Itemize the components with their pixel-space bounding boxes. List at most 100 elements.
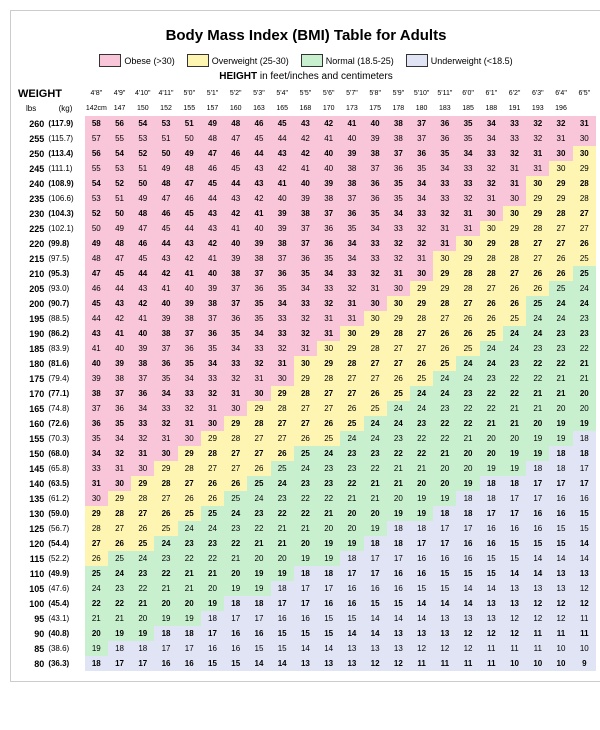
bmi-cell: 20 [456,446,479,461]
bmi-cell: 28 [201,446,224,461]
bmi-cell: 25 [247,476,270,491]
bmi-cell: 14 [340,626,363,641]
weight-kg: (36.3) [46,656,84,671]
bmi-cell: 14 [410,596,433,611]
bmi-cell: 17 [224,611,247,626]
bmi-cell: 20 [480,431,503,446]
bmi-cell: 17 [340,566,363,581]
bmi-cell: 37 [201,311,224,326]
bmi-cell: 42 [247,191,270,206]
bmi-cell: 14 [549,551,572,566]
bmi-cell: 49 [154,161,177,176]
bmi-cell: 14 [456,596,479,611]
bmi-cell: 21 [247,536,270,551]
bmi-cell: 25 [178,506,201,521]
bmi-cell: 22 [410,446,433,461]
bmi-cell: 13 [364,641,387,656]
bmi-cell: 38 [271,236,294,251]
bmi-cell: 19 [247,581,270,596]
bmi-cell: 18 [317,566,340,581]
bmi-cell: 33 [364,251,387,266]
bmi-cell: 22 [573,341,596,356]
table-row: 175(79.4)3938373534333231302928272726252… [16,371,596,386]
bmi-cell: 32 [247,356,270,371]
bmi-cell: 28 [456,266,479,281]
table-row: 240(108.9)545250484745444341403938363534… [16,176,596,191]
bmi-cell: 29 [410,281,433,296]
bmi-cell: 21 [410,461,433,476]
bmi-cell: 25 [85,566,108,581]
bmi-cell: 36 [294,251,317,266]
bmi-cell: 22 [433,431,456,446]
bmi-cell: 16 [387,581,410,596]
bmi-cell: 56 [108,116,131,131]
table-row: 150(68.0)3432313029282727262524232322222… [16,446,596,461]
bmi-cell: 26 [410,356,433,371]
weight-kg: (90.7) [46,296,84,311]
bmi-cell: 34 [85,446,108,461]
bmi-cell: 38 [178,311,201,326]
bmi-cell: 27 [294,401,317,416]
bmi-cell: 42 [108,311,131,326]
bmi-cell: 45 [154,221,177,236]
bmi-cell: 27 [108,521,131,536]
bmi-cell: 33 [433,191,456,206]
weight-kg: (56.7) [46,521,84,536]
bmi-cell: 19 [573,416,596,431]
bmi-cell: 29 [480,236,503,251]
bmi-cell: 12 [480,626,503,641]
bmi-cell: 52 [131,146,154,161]
bmi-cell: 32 [503,146,526,161]
bmi-cell: 31 [456,221,479,236]
bmi-cell: 24 [456,356,479,371]
bmi-cell: 33 [410,206,433,221]
bmi-cell: 28 [178,461,201,476]
bmi-cell: 35 [247,296,270,311]
bmi-cell: 20 [85,626,108,641]
weight-kg: (45.4) [46,596,84,611]
bmi-cell: 25 [201,506,224,521]
bmi-cell: 27 [154,491,177,506]
bmi-cell: 27 [526,236,549,251]
bmi-cell: 10 [503,656,526,671]
bmi-cell: 36 [317,236,340,251]
bmi-cell: 29 [154,461,177,476]
bmi-cell: 36 [433,116,456,131]
bmi-cell: 54 [108,146,131,161]
bmi-cell: 22 [131,581,154,596]
bmi-cell: 29 [433,266,456,281]
bmi-cell: 36 [131,386,154,401]
col-header-cm: 183 [433,101,456,116]
table-row: 90(40.8)20191918181716161515151414131313… [16,626,596,641]
bmi-cell: 35 [433,146,456,161]
bmi-cell: 39 [201,281,224,296]
bmi-cell: 42 [224,206,247,221]
legend: Obese (>30)Overweight (25-30)Normal (18.… [16,54,596,67]
bmi-cell: 16 [549,491,572,506]
bmi-cell: 19 [224,581,247,596]
bmi-cell: 20 [271,551,294,566]
bmi-cell: 33 [178,386,201,401]
bmi-cell: 31 [340,296,363,311]
bmi-cell: 12 [410,641,433,656]
weight-kg: (59.0) [46,506,84,521]
bmi-cell: 18 [271,581,294,596]
bmi-cell: 42 [294,146,317,161]
weight-lbs: 120 [16,536,46,551]
bmi-cell: 22 [526,371,549,386]
bmi-cell: 14 [480,581,503,596]
bmi-cell: 41 [131,311,154,326]
bmi-table: WEIGHT4'8"4'9"4'10"4'11"5'0"5'1"5'2"5'3"… [16,86,596,671]
bmi-cell: 26 [526,266,549,281]
bmi-cell: 23 [387,431,410,446]
bmi-cell: 40 [178,281,201,296]
bmi-cell: 36 [410,146,433,161]
bmi-cell: 19 [549,416,572,431]
bmi-cell: 15 [503,536,526,551]
table-row: 250(113.4)565452504947464443424039383736… [16,146,596,161]
bmi-cell: 24 [340,431,363,446]
bmi-cell: 13 [387,641,410,656]
col-header-ft: 5'11" [433,86,456,101]
bmi-cell: 23 [549,326,572,341]
bmi-cell: 30 [364,311,387,326]
